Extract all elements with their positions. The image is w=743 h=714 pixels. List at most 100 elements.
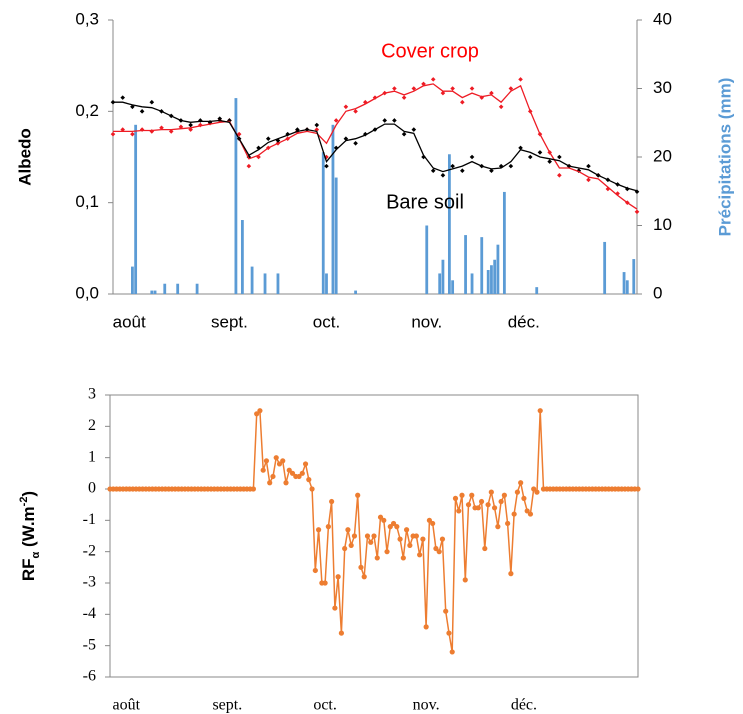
rf-point: [508, 571, 514, 577]
y-label-part: (W.m: [19, 506, 38, 551]
precip-bar: [486, 270, 490, 294]
albedo-point: [217, 116, 223, 121]
x-tick-label: oct.: [313, 697, 337, 714]
albedo-point: [450, 163, 455, 169]
rf-point: [505, 520, 511, 527]
x-tick-label: sept.: [211, 312, 248, 331]
albedo-point: [130, 131, 135, 137]
albedo-point: [168, 129, 174, 134]
rf-point: [433, 545, 439, 552]
rf-point: [332, 605, 338, 611]
rf-point: [342, 545, 348, 552]
precip-bar: [153, 290, 157, 294]
rf-point: [446, 630, 452, 636]
precip-bar: [438, 273, 442, 294]
rf-point: [280, 458, 286, 464]
precip-bar: [250, 266, 254, 294]
albedo-point: [207, 119, 213, 125]
y2-axis-label: Précipitations (mm): [715, 78, 734, 237]
albedo-point: [508, 163, 514, 169]
precip-bar: [150, 290, 154, 294]
y-tick-label: 0,0: [75, 283, 99, 302]
albedo-point: [120, 95, 126, 100]
rf-point: [306, 477, 312, 483]
y2-tick-label: 10: [653, 215, 672, 234]
albedo-point: [353, 109, 358, 114]
rf-point: [456, 508, 462, 514]
rf-point: [430, 520, 436, 527]
albedo-point: [634, 189, 640, 195]
albedo-point: [518, 145, 523, 151]
rf-point: [485, 502, 491, 508]
y-tick-label: 1: [88, 448, 96, 465]
rf-point: [407, 542, 413, 549]
albedo-point: [265, 136, 271, 142]
albedo-point: [411, 86, 417, 91]
albedo-point: [508, 86, 514, 91]
rf-point: [482, 545, 488, 552]
albedo-point: [547, 159, 552, 164]
x-tick-label: sept.: [212, 697, 242, 714]
precip-bar: [441, 259, 445, 294]
annotation: Bare soil: [386, 191, 464, 213]
precip-bar: [535, 287, 539, 294]
precip-bar: [447, 154, 451, 294]
rf-point: [498, 498, 504, 505]
rf-point: [423, 624, 429, 630]
y-tick-label: 0,2: [75, 101, 99, 120]
rf-point: [338, 630, 345, 636]
rf-point: [387, 524, 393, 530]
rf-point: [381, 517, 387, 523]
rf-point: [315, 527, 322, 533]
y-label-part: RF: [19, 558, 38, 581]
albedo-point: [333, 145, 339, 151]
precip-bar: [490, 265, 493, 294]
rf-point: [371, 533, 377, 539]
y-label-part: -2: [18, 497, 30, 507]
rf-point: [501, 492, 507, 498]
rf-point: [374, 555, 380, 561]
albedo-point: [295, 127, 300, 132]
rf-point: [459, 492, 465, 498]
rf-point: [439, 536, 446, 542]
rf-point: [384, 549, 390, 555]
rf-point: [254, 411, 260, 417]
y-axis-label: RFα (W.m-2): [18, 491, 42, 581]
x-tick-label: nov.: [411, 312, 442, 331]
precip-bar: [496, 244, 500, 294]
albedo-point: [401, 131, 407, 137]
rf-point: [462, 577, 468, 583]
rf-point: [302, 461, 309, 467]
albedo-point: [440, 172, 446, 178]
y2-tick-label: 40: [653, 9, 672, 28]
albedo-point: [149, 99, 155, 105]
y-tick-label: -5: [83, 636, 96, 653]
x-tick-label: août: [113, 312, 146, 331]
rf-point: [312, 567, 318, 574]
precip-bar: [451, 280, 455, 294]
rf-point: [524, 508, 530, 514]
rf-point: [436, 549, 442, 555]
albedo-point: [527, 154, 533, 160]
albedo-point: [489, 90, 494, 96]
rf-point: [361, 574, 367, 580]
precip-bar: [480, 237, 484, 294]
albedo-point: [537, 150, 543, 155]
precip-bar: [502, 191, 506, 294]
rf-point: [478, 498, 485, 505]
rf-point: [325, 524, 331, 530]
rf-point: [403, 527, 410, 533]
rf-point: [491, 505, 498, 511]
x-tick-label: nov.: [413, 697, 440, 714]
rf-point: [514, 489, 521, 495]
rf-point: [364, 533, 371, 539]
rf-point: [345, 527, 351, 533]
precip-bar: [325, 273, 328, 294]
precip-bar: [425, 225, 429, 294]
precip-bar: [464, 235, 467, 294]
series-line: [113, 101, 638, 192]
albedo-point: [634, 209, 640, 215]
y-tick-label: -1: [83, 511, 96, 528]
annotation: Cover crop: [381, 40, 479, 62]
